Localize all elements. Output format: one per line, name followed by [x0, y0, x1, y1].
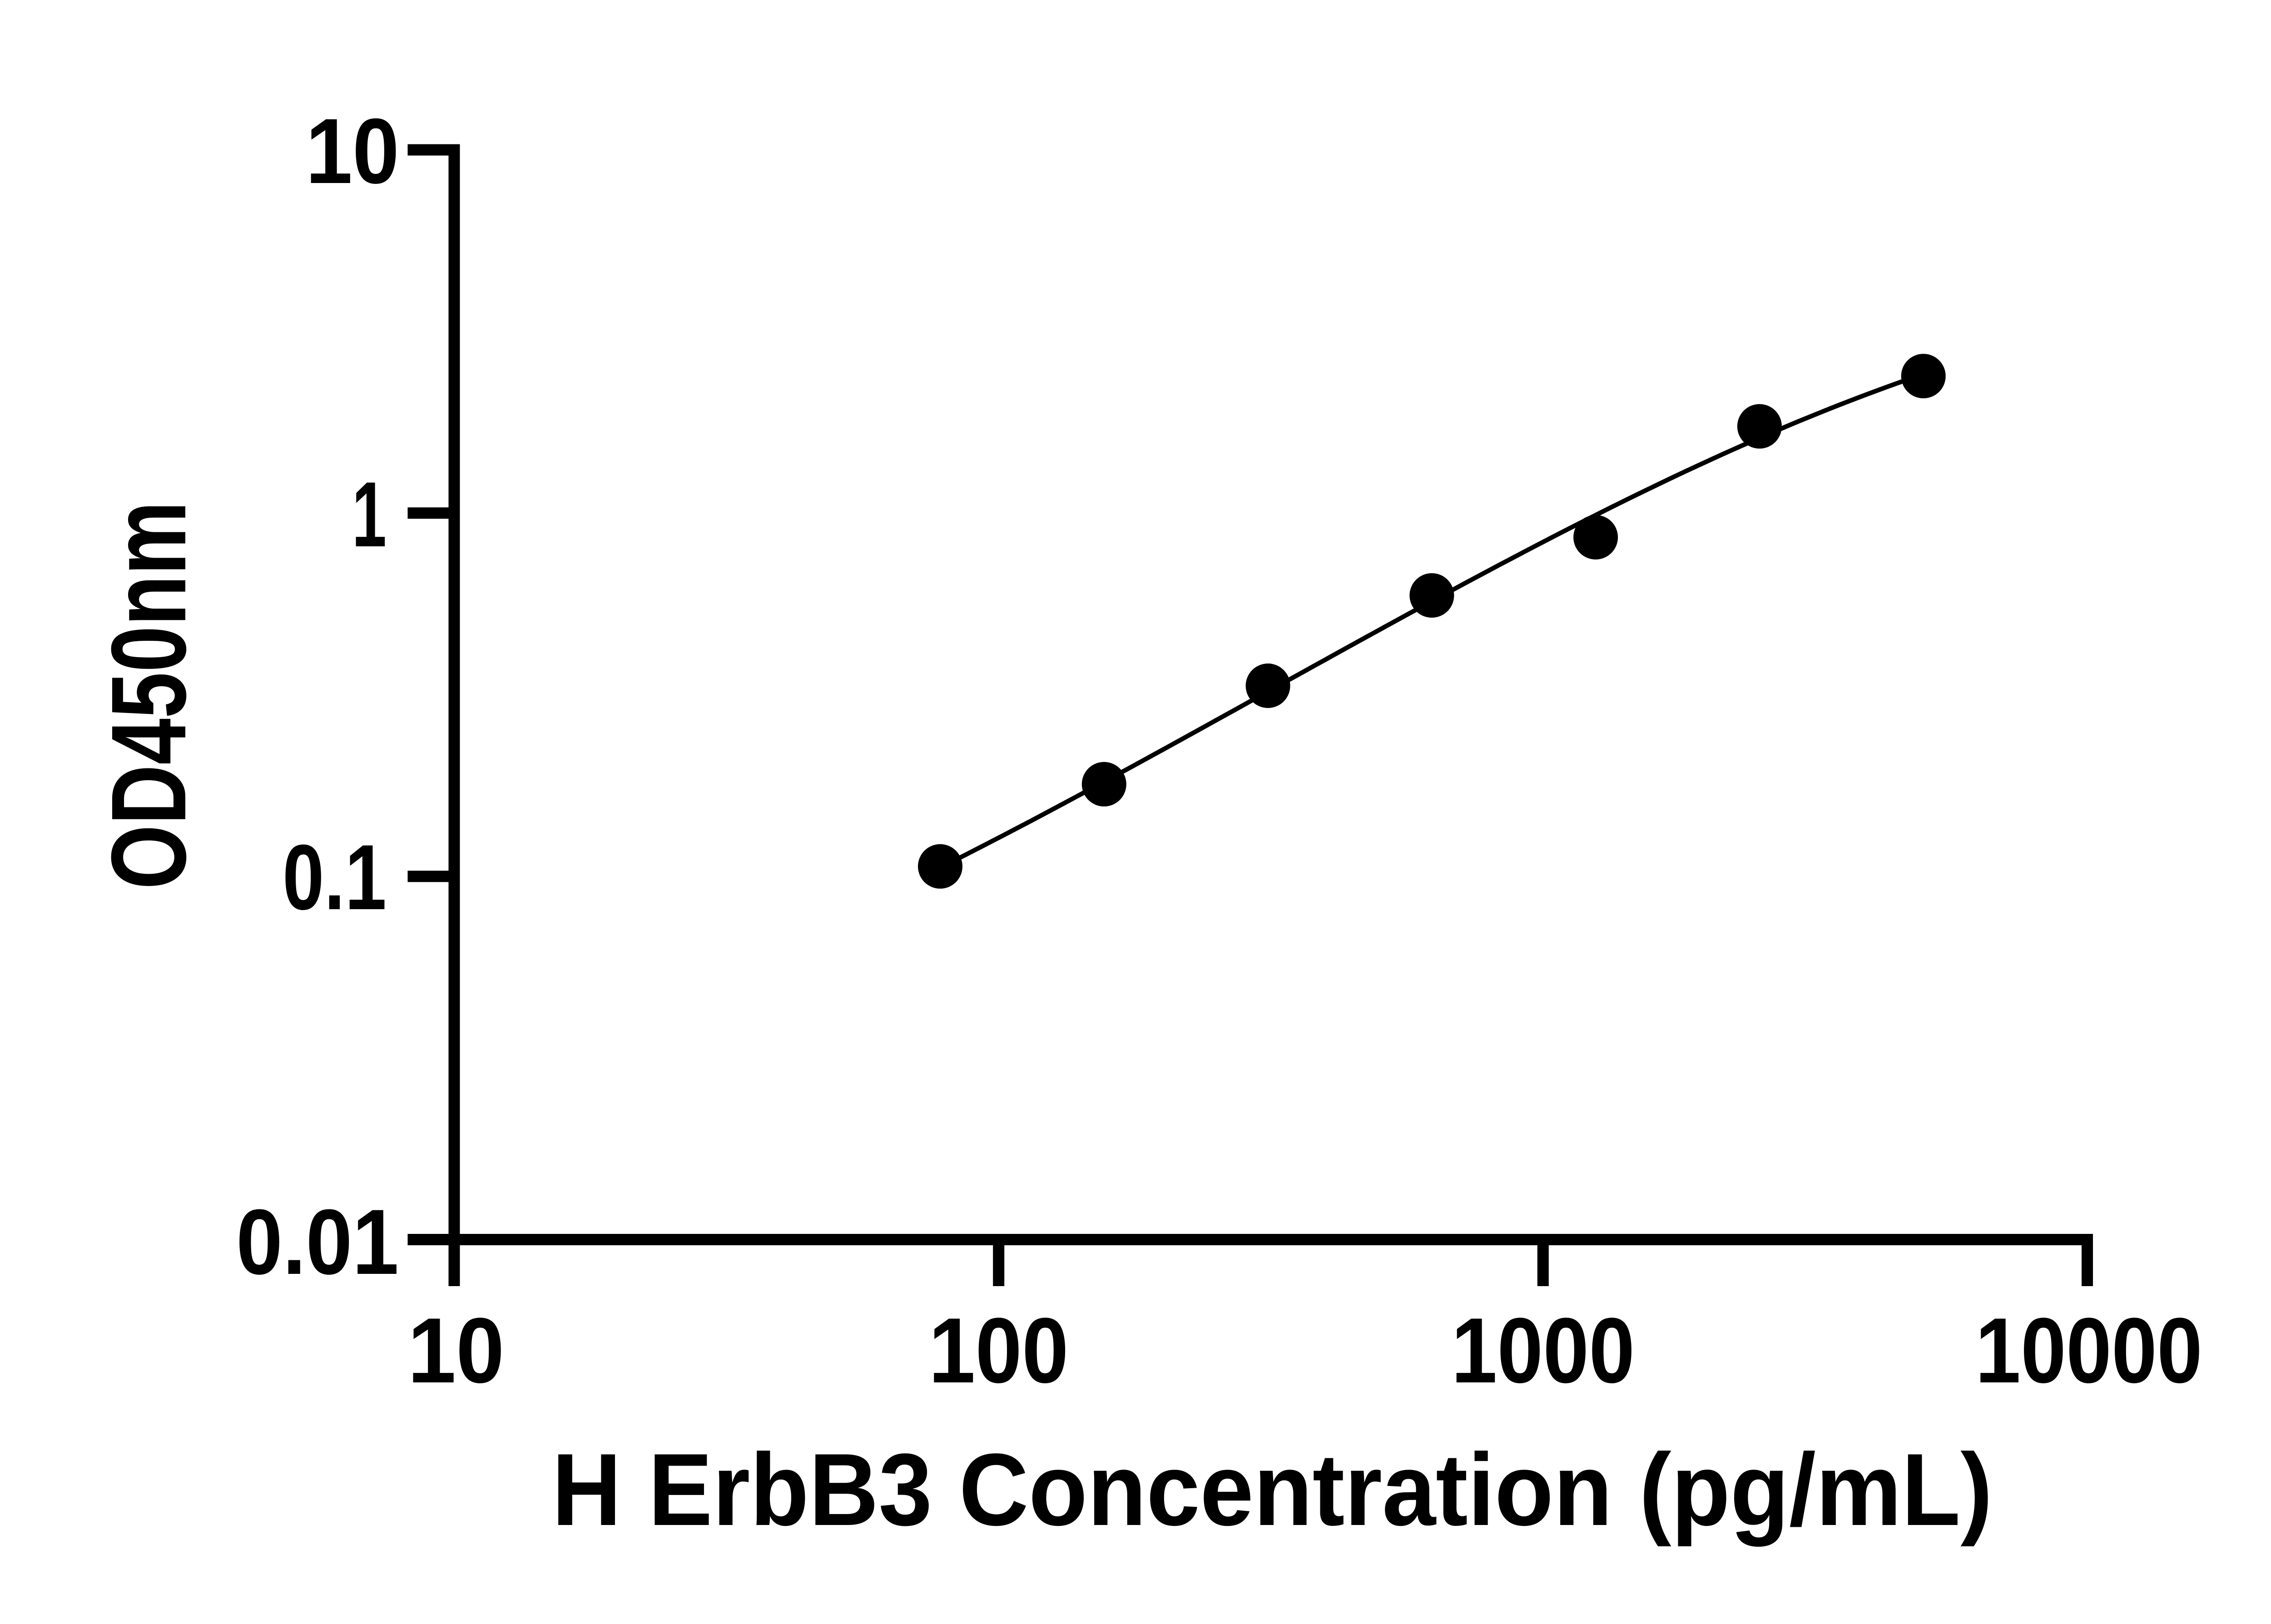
svg-text:10000: 10000 — [1975, 1299, 2202, 1402]
svg-text:OD450nm: OD450nm — [89, 501, 208, 890]
svg-text:H ErbB3 Concentration (pg/mL): H ErbB3 Concentration (pg/mL) — [552, 1432, 1993, 1547]
svg-text:0.1: 0.1 — [283, 826, 387, 929]
svg-text:0.01: 0.01 — [236, 1190, 399, 1294]
svg-text:10: 10 — [306, 99, 399, 203]
svg-text:100: 100 — [929, 1299, 1069, 1402]
svg-text:1: 1 — [352, 463, 387, 566]
svg-text:1000: 1000 — [1451, 1299, 1635, 1402]
svg-text:10: 10 — [408, 1299, 505, 1402]
